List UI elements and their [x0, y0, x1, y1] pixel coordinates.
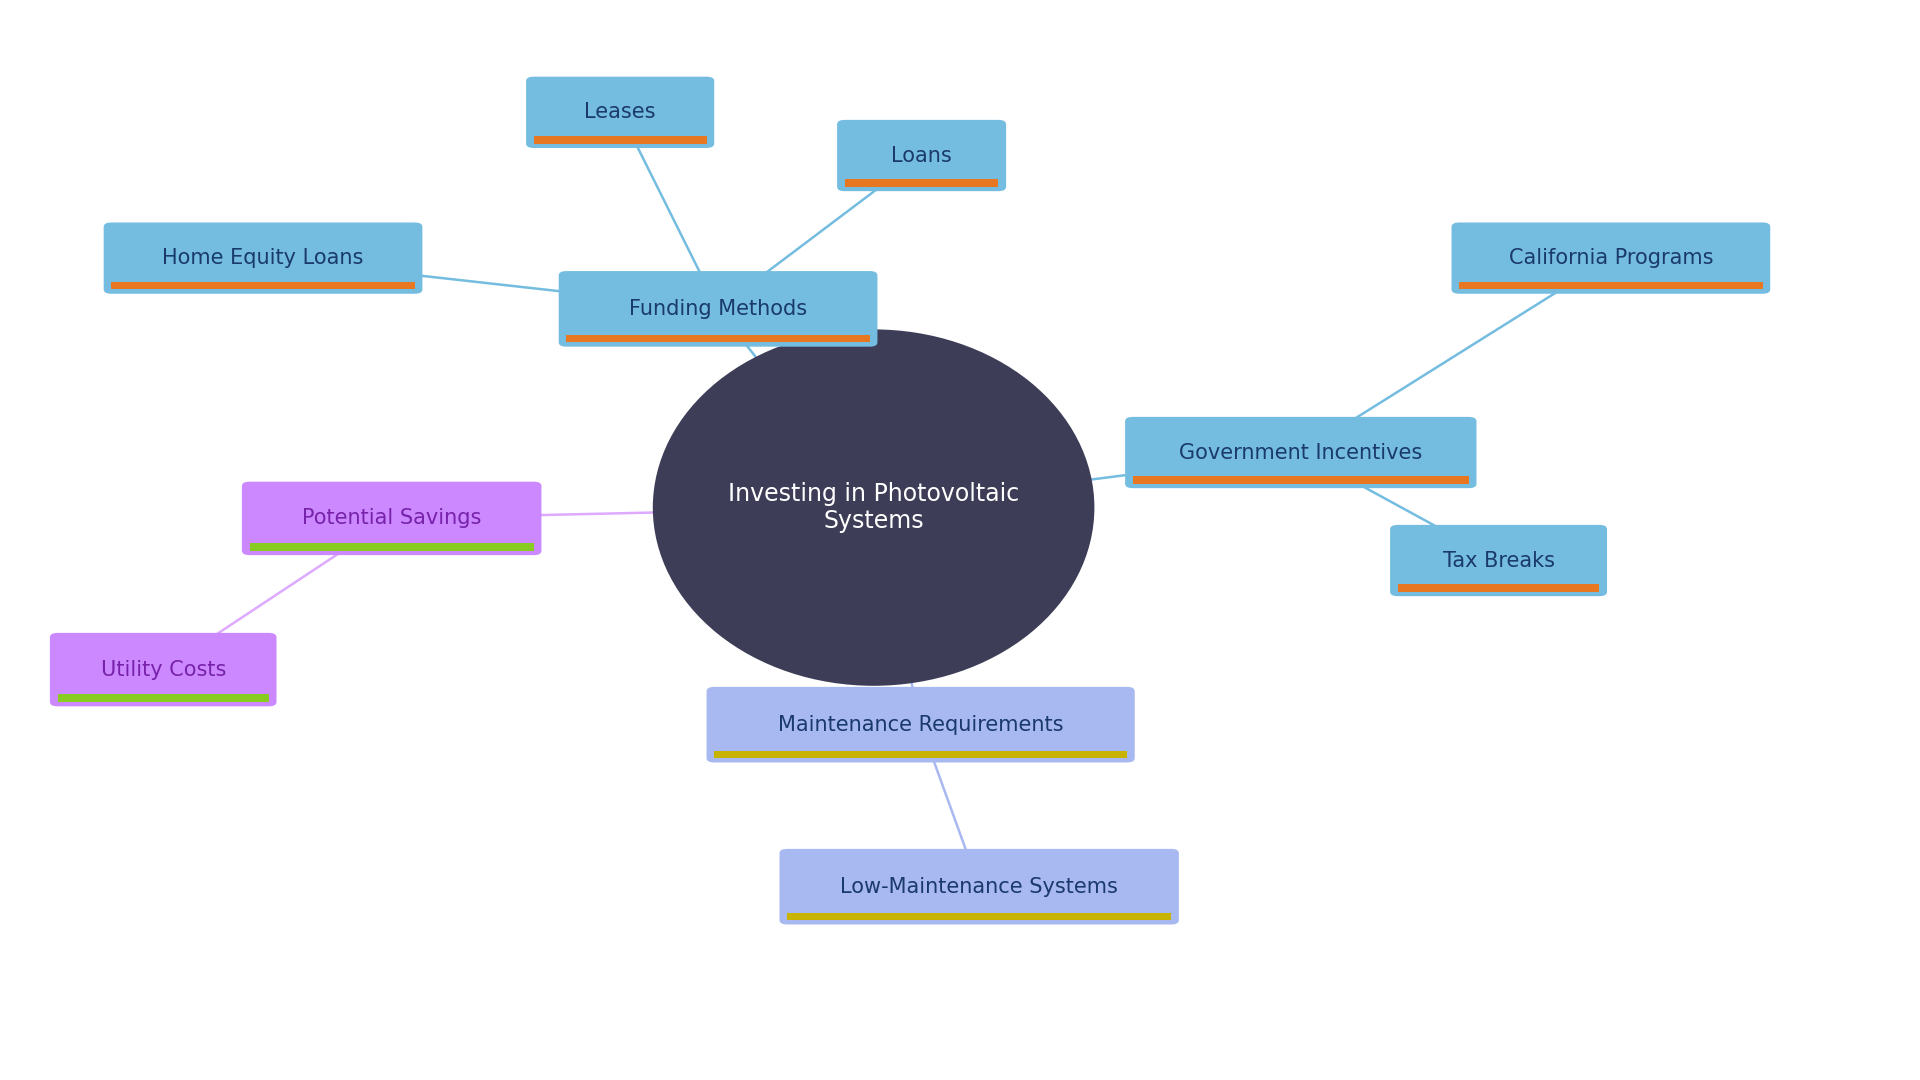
Bar [714, 751, 1127, 758]
Bar [1133, 476, 1469, 484]
FancyBboxPatch shape [559, 271, 877, 347]
Text: Tax Breaks: Tax Breaks [1442, 551, 1555, 570]
FancyBboxPatch shape [707, 687, 1135, 762]
Bar [787, 913, 1171, 920]
FancyBboxPatch shape [242, 482, 541, 555]
Bar [566, 335, 870, 342]
FancyBboxPatch shape [526, 77, 714, 148]
Bar [1398, 584, 1599, 592]
Bar [58, 694, 269, 702]
Bar [111, 282, 415, 289]
FancyBboxPatch shape [1390, 525, 1607, 596]
FancyBboxPatch shape [104, 222, 422, 294]
Text: Utility Costs: Utility Costs [100, 660, 227, 679]
Bar [534, 136, 707, 144]
Text: Loans: Loans [891, 146, 952, 165]
Text: Home Equity Loans: Home Equity Loans [163, 248, 363, 268]
FancyBboxPatch shape [1452, 222, 1770, 294]
Bar [250, 543, 534, 551]
FancyBboxPatch shape [50, 633, 276, 706]
FancyBboxPatch shape [1125, 417, 1476, 488]
FancyBboxPatch shape [837, 120, 1006, 191]
Bar [845, 179, 998, 187]
Text: Government Incentives: Government Incentives [1179, 443, 1423, 462]
Text: Maintenance Requirements: Maintenance Requirements [778, 715, 1064, 734]
Bar [1459, 282, 1763, 289]
FancyBboxPatch shape [780, 849, 1179, 924]
Text: Low-Maintenance Systems: Low-Maintenance Systems [841, 877, 1117, 896]
Text: Investing in Photovoltaic
Systems: Investing in Photovoltaic Systems [728, 482, 1020, 534]
Ellipse shape [653, 329, 1094, 686]
Text: California Programs: California Programs [1509, 248, 1713, 268]
Text: Funding Methods: Funding Methods [630, 299, 806, 319]
Text: Potential Savings: Potential Savings [301, 509, 482, 528]
Text: Leases: Leases [584, 103, 657, 122]
